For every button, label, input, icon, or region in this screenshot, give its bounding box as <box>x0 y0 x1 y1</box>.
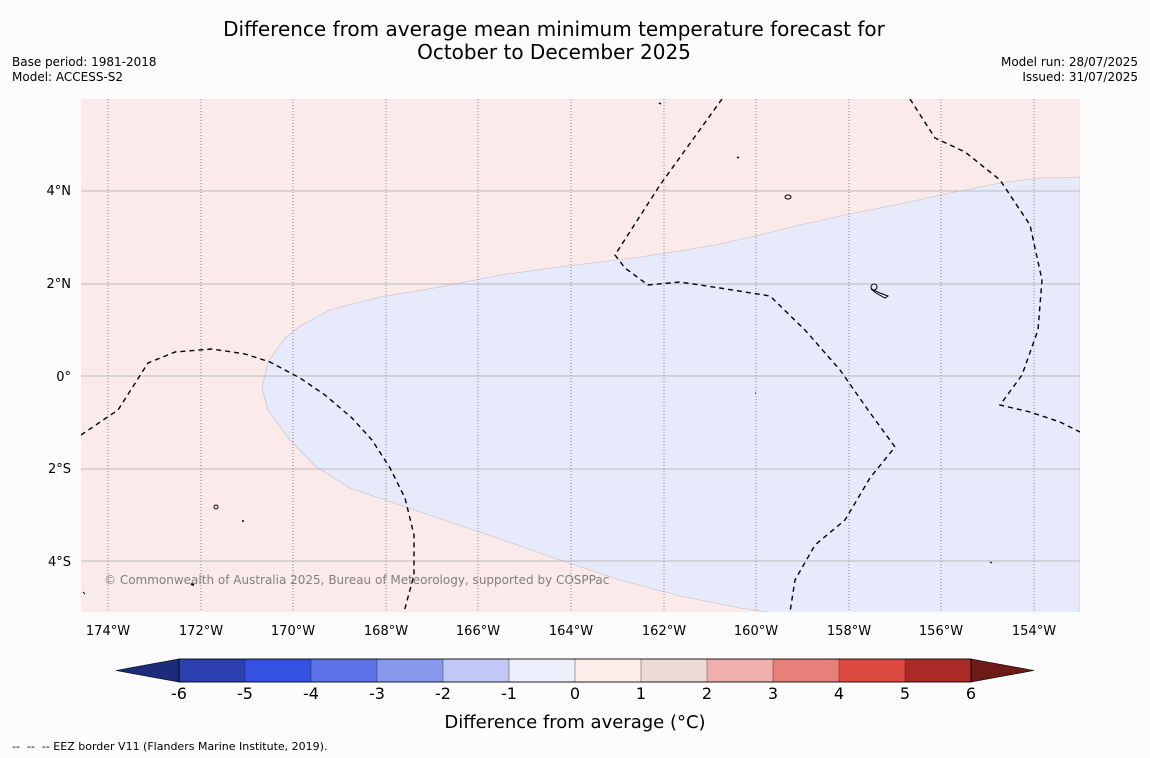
latitude-labels: 4°N 2°N 0° 2°S 4°S <box>47 184 72 570</box>
model-run: Model run: 28/07/2025 <box>1000 55 1138 69</box>
colorbar-tick-label: 2 <box>702 684 712 703</box>
colorbar-tick-label: 4 <box>834 684 844 703</box>
meta-left: Base period: 1981-2018 Model: ACCESS-S2 <box>12 55 157 85</box>
colorbar-tick-label: 3 <box>768 684 778 703</box>
colorbar-tick-label: -1 <box>501 684 517 703</box>
issued-date: Issued: 31/07/2025 <box>1022 70 1138 84</box>
colorbar-segment <box>376 658 444 683</box>
eez-footnote: -- -- -- EEZ border V11 (Flanders Marine… <box>12 740 328 753</box>
lon-label-160w: 160°W <box>734 624 778 639</box>
lat-label-4s: 4°S <box>48 555 71 570</box>
colorbar-segment <box>178 658 246 683</box>
title-line-1: Difference from average mean minimum tem… <box>223 17 885 41</box>
lat-label-4n: 4°N <box>47 184 72 199</box>
colorbar-segment <box>574 658 642 683</box>
colorbar-tick-label: 6 <box>966 684 976 703</box>
colorbar-segment <box>508 658 576 683</box>
colorbar-ticks: -6 -5 -4 -3 -2 -1 0 1 2 3 4 5 6 <box>171 684 976 703</box>
colorbar-segment <box>640 658 708 683</box>
colorbar-tick-label: 5 <box>900 684 910 703</box>
model-name: Model: ACCESS-S2 <box>12 70 124 84</box>
cool-anomaly-region <box>261 176 1080 612</box>
lat-label-0: 0° <box>56 370 71 385</box>
colorbar-tick-label: 1 <box>636 684 646 703</box>
lon-label-170w: 170°W <box>271 624 315 639</box>
colorbar: -6 -5 -4 -3 -2 -1 0 1 2 3 4 5 6 Difference from aver… <box>115 658 1035 733</box>
colorbar-tick-label: -5 <box>237 684 253 703</box>
lon-label-174w: 174°W <box>86 624 130 639</box>
colorbar-segments <box>178 658 972 683</box>
title-line-2: October to December 2025 <box>417 40 691 64</box>
colorbar-tick-label: -6 <box>171 684 187 703</box>
colorbar-extend-high <box>970 658 1035 683</box>
lon-label-166w: 166°W <box>456 624 500 639</box>
colorbar-extend-low <box>115 658 180 683</box>
colorbar-tick-label: -4 <box>303 684 319 703</box>
colorbar-outline <box>178 658 972 683</box>
colorbar-segment <box>706 658 774 683</box>
lon-label-154w: 154°W <box>1012 624 1056 639</box>
lon-label-172w: 172°W <box>179 624 223 639</box>
colorbar-segment <box>442 658 510 683</box>
colorbar-tick-label: -3 <box>369 684 385 703</box>
lat-label-2s: 2°S <box>48 462 71 477</box>
lon-label-158w: 158°W <box>827 624 871 639</box>
longitude-labels: 174°W 172°W 170°W 168°W 166°W 164°W 162°… <box>86 624 1056 639</box>
latitude-gridlines <box>81 190 1080 562</box>
eez-borders <box>81 99 1080 612</box>
lon-label-162w: 162°W <box>642 624 686 639</box>
lat-label-2n: 2°N <box>47 277 72 292</box>
colorbar-segment <box>838 658 906 683</box>
colorbar-label: Difference from average (°C) <box>444 712 705 733</box>
colorbar-tick-label: -2 <box>435 684 451 703</box>
lon-label-164w: 164°W <box>549 624 593 639</box>
islands <box>82 102 993 595</box>
colorbar-segment <box>904 658 972 683</box>
map-title: Difference from average mean minimum tem… <box>0 18 1108 64</box>
copyright-note: © Commonwealth of Australia 2025, Bureau… <box>104 573 609 587</box>
colorbar-tick-label: 0 <box>570 684 580 703</box>
lon-label-156w: 156°W <box>919 624 963 639</box>
lon-label-168w: 168°W <box>364 624 408 639</box>
colorbar-segment <box>244 658 312 683</box>
meta-right: Model run: 28/07/2025 Issued: 31/07/2025 <box>1001 55 1138 85</box>
colorbar-segment <box>310 658 378 683</box>
colorbar-segment <box>772 658 840 683</box>
base-period: Base period: 1981-2018 <box>12 55 157 69</box>
